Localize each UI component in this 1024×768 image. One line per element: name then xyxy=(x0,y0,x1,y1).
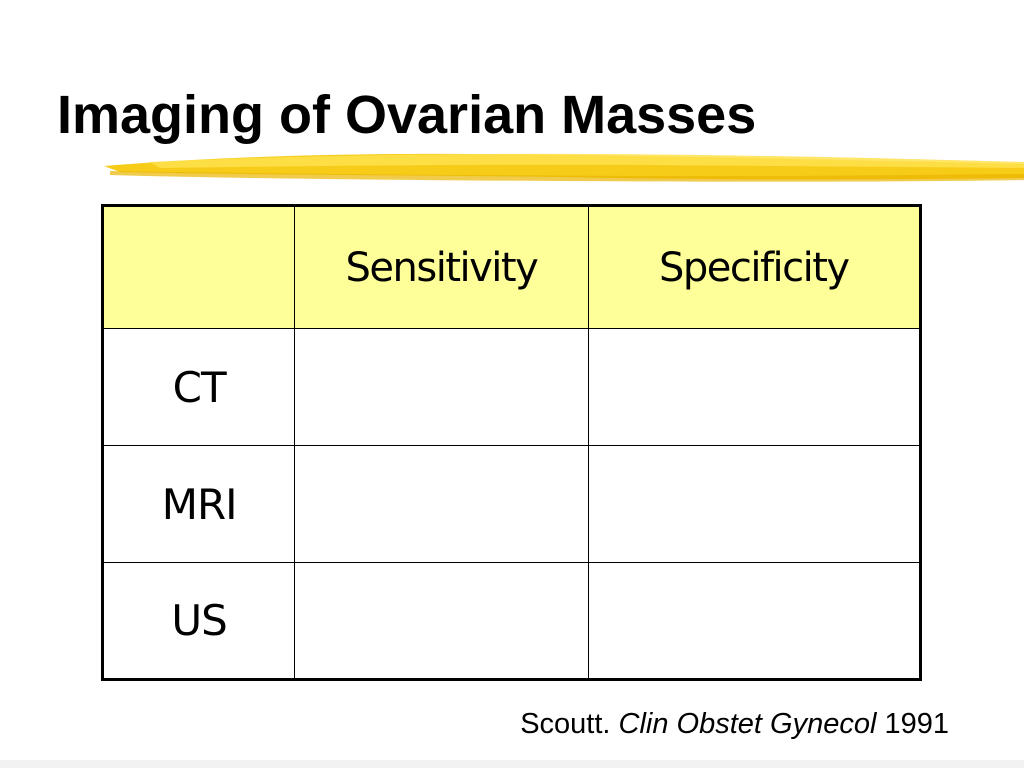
citation-journal: Clin Obstet Gynecol xyxy=(618,708,877,740)
citation-author: Scoutt. xyxy=(520,708,611,740)
sensitivity-cell xyxy=(294,445,589,563)
header-cell-blank xyxy=(101,205,296,329)
slide-bottom-bar xyxy=(0,760,1024,768)
row-label-cell: US xyxy=(101,562,296,680)
header-specificity-label: Specificity xyxy=(658,244,850,291)
citation: Scoutt. Clin Obstet Gynecol 1991 xyxy=(520,708,949,741)
table-header-row: Sensitivity Specificity xyxy=(101,205,922,329)
row-label-cell: MRI xyxy=(101,445,296,563)
header-sensitivity-label: Sensitivity xyxy=(345,244,539,291)
imaging-comparison-table: Sensitivity Specificity CT MRI US xyxy=(101,204,922,681)
row-label-cell: CT xyxy=(101,328,296,446)
specificity-cell xyxy=(587,328,922,446)
table-row: US xyxy=(101,562,922,680)
row-label: CT xyxy=(172,362,227,412)
table-row: MRI xyxy=(101,445,922,563)
header-cell-sensitivity: Sensitivity xyxy=(294,205,589,329)
header-cell-specificity: Specificity xyxy=(587,205,922,329)
sensitivity-cell xyxy=(294,562,589,680)
table-row: CT xyxy=(101,328,922,446)
specificity-cell xyxy=(587,562,922,680)
row-label: US xyxy=(171,596,227,645)
slide-title: Imaging of Ovarian Masses xyxy=(57,85,757,145)
row-label: MRI xyxy=(161,479,238,529)
sensitivity-cell xyxy=(294,328,589,446)
citation-year: 1991 xyxy=(884,708,949,740)
specificity-cell xyxy=(587,445,922,563)
title-highlighter-stroke xyxy=(104,153,1024,182)
